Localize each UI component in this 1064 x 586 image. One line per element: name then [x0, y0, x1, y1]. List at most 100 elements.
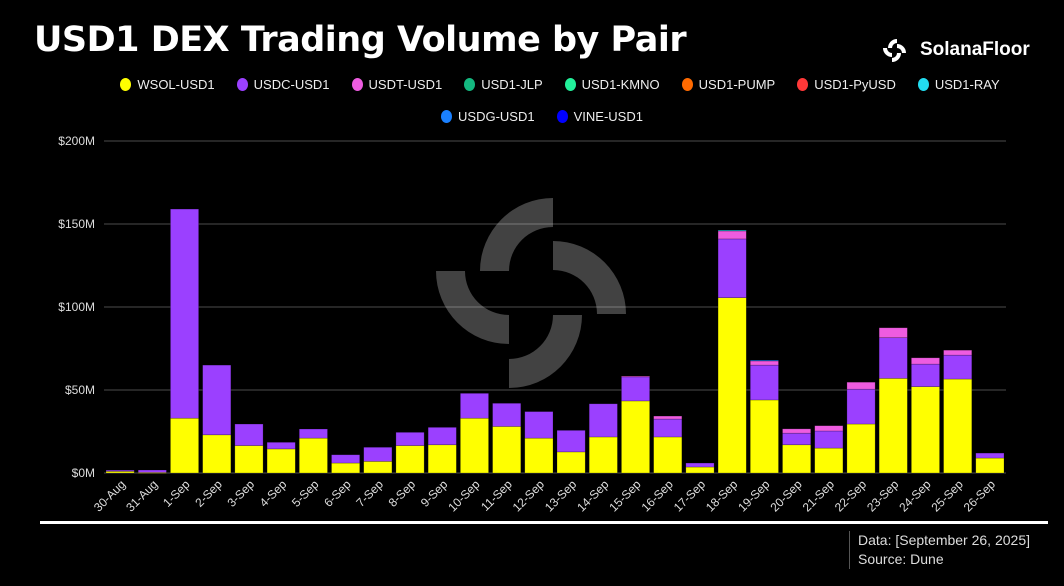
bar-USDT-USD1-22-Sep: [846, 381, 876, 390]
legend-label: USD1-RAY: [934, 77, 1000, 92]
x-tick-label: 12-Sep: [510, 477, 547, 514]
x-tick-label: 17-Sep: [671, 477, 708, 514]
legend-item[interactable]: USDT-USD1: [351, 77, 443, 92]
footer-notes: Data: [September 26, 2025] Source: Dune: [849, 531, 1030, 569]
bar-WSOL-USD1-26-Sep: [975, 457, 1005, 474]
legend-item[interactable]: USD1-RAY: [917, 77, 1000, 92]
bar-USDC-USD1-18-Sep: [717, 238, 747, 299]
bar-WSOL-USD1-10-Sep: [460, 417, 489, 474]
y-tick-label: $0M: [72, 466, 95, 480]
bar-WSOL-USD1-6-Sep: [331, 462, 361, 474]
legend-label: USD1-PyUSD: [814, 77, 896, 92]
bar-WSOL-USD1-1-Sep: [170, 417, 199, 474]
bar-USDC-USD1-3-Sep: [234, 423, 264, 446]
bar-USDC-USD1-23-Sep: [878, 337, 908, 379]
bar-WSOL-USD1-2-Sep: [202, 434, 232, 474]
legend-item[interactable]: WSOL-USD1: [120, 77, 215, 92]
legend-swatch: [236, 78, 248, 91]
legend-item[interactable]: USDC-USD1: [236, 77, 330, 92]
legend-label: USDT-USD1: [368, 77, 443, 92]
bar-USDC-USD1-8-Sep: [395, 432, 425, 446]
bar-USDC-USD1-6-Sep: [331, 454, 361, 464]
y-axis-labels: $0M $50M $100M $150M $200M: [58, 134, 95, 480]
y-tick-label: $200M: [58, 134, 95, 148]
bar-WSOL-USD1-13-Sep: [556, 451, 586, 474]
bar-WSOL-USD1-19-Sep: [749, 399, 779, 474]
data-date-note: Data: [September 26, 2025]: [858, 532, 1030, 548]
y-tick-label: $100M: [58, 300, 95, 314]
legend-item[interactable]: VINE-USD1: [556, 109, 643, 124]
bar-USDC-USD1-10-Sep: [460, 393, 489, 419]
x-tick-label: 26-Sep: [961, 477, 998, 514]
legend-item[interactable]: USD1-PUMP: [681, 77, 776, 92]
x-tick-label: 31-Aug: [123, 477, 160, 514]
bar-WSOL-USD1-16-Sep: [653, 436, 683, 474]
bar-USDC-USD1-25-Sep: [943, 354, 973, 380]
bar-WSOL-USD1-4-Sep: [266, 448, 296, 474]
bar-USDC-USD1-2-Sep: [202, 364, 232, 436]
bar-WSOL-USD1-20-Sep: [782, 444, 812, 474]
bar-USDC-USD1-7-Sep: [363, 446, 393, 462]
bar-WSOL-USD1-21-Sep: [814, 447, 844, 474]
x-tick-label: 24-Sep: [896, 477, 933, 514]
bar-WSOL-USD1-25-Sep: [943, 378, 973, 474]
bar-USDC-USD1-22-Sep: [846, 388, 876, 425]
bar-USDT-USD1-20-Sep: [782, 428, 812, 434]
y-tick-label: $150M: [58, 217, 95, 231]
bar-USDC-USD1-5-Sep: [298, 428, 328, 439]
bar-WSOL-USD1-3-Sep: [234, 445, 264, 474]
bar-USDT-USD1-16-Sep: [653, 415, 683, 420]
bars: [105, 208, 1005, 474]
bar-WSOL-USD1-31-Aug: [137, 472, 167, 474]
divider: [40, 521, 1048, 524]
source-note: Source: Dune: [858, 551, 944, 567]
x-tick-label: 19-Sep: [735, 477, 772, 514]
bar-WSOL-USD1-8-Sep: [395, 445, 425, 474]
bar-WSOL-USD1-14-Sep: [588, 436, 618, 474]
bar-USDC-USD1-4-Sep: [266, 441, 296, 450]
legend-label: VINE-USD1: [573, 109, 643, 124]
bar-USDC-USD1-30-Aug: [105, 469, 135, 472]
legend-item[interactable]: USD1-JLP: [464, 77, 543, 92]
bar-USDC-USD1-16-Sep: [653, 418, 683, 438]
bar-USDC-USD1-1-Sep: [170, 208, 199, 419]
y-tick-label: $50M: [65, 383, 95, 397]
brand-logo: SolanaFloor: [880, 33, 1030, 67]
bar-WSOL-USD1-7-Sep: [363, 461, 393, 474]
bar-USDC-USD1-12-Sep: [524, 411, 554, 439]
bar-USDC-USD1-31-Aug: [137, 469, 167, 473]
bar-USDC-USD1-21-Sep: [814, 430, 844, 449]
x-tick-label: 5-Sep: [289, 477, 322, 510]
legend-row-1: WSOL-USD1 USDC-USD1 USDT-USD1 USD1-JLP USD1-…: [60, 77, 1060, 92]
x-tick-label: 22-Sep: [832, 477, 869, 514]
x-tick-label: 20-Sep: [767, 477, 804, 514]
legend-label: USD1-KMNO: [581, 77, 660, 92]
x-tick-label: 15-Sep: [606, 477, 643, 514]
x-tick-label: 6-Sep: [321, 477, 354, 510]
bar-USDC-USD1-15-Sep: [621, 376, 650, 402]
bar-WSOL-USD1-12-Sep: [524, 437, 554, 474]
x-tick-label: 14-Sep: [574, 477, 611, 514]
legend-item[interactable]: USD1-PyUSD: [797, 77, 896, 92]
legend-label: USD1-PUMP: [698, 77, 776, 92]
bar-WSOL-USD1-24-Sep: [911, 386, 940, 474]
legend-item[interactable]: USD1-KMNO: [564, 77, 660, 92]
bar-USDT-USD1-24-Sep: [911, 357, 940, 365]
legend-item[interactable]: USDG-USD1: [441, 109, 535, 124]
bar-USDC-USD1-20-Sep: [782, 432, 812, 446]
chart-title: USD1 DEX Trading Volume by Pair: [34, 20, 687, 60]
legend-swatch: [120, 78, 132, 91]
bar-WSOL-USD1-9-Sep: [427, 444, 457, 474]
bar-USDC-USD1-17-Sep: [685, 462, 715, 468]
legend-swatch: [464, 78, 476, 91]
x-tick-label: 13-Sep: [542, 477, 579, 514]
bar-USDG-USD1-19-Sep: [749, 359, 779, 362]
legend-swatch: [564, 78, 576, 91]
legend-swatch: [681, 78, 693, 91]
x-tick-label: 11-Sep: [478, 477, 515, 514]
bar-USDC-USD1-9-Sep: [427, 427, 457, 446]
legend-swatch: [917, 78, 929, 91]
bar-USDT-USD1-21-Sep: [814, 425, 844, 432]
